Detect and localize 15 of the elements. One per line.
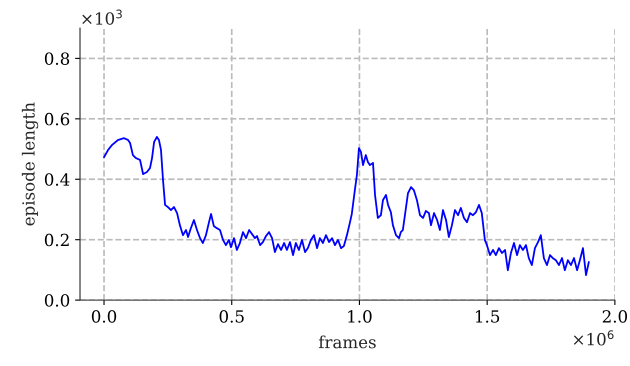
x-tick-label: 0.0 — [92, 310, 116, 323]
y-tick-label: 0.4 — [44, 173, 70, 186]
x-tick-label: 1.0 — [348, 310, 372, 323]
y-tick-label: 0.6 — [44, 112, 70, 126]
y-axis-title: episode length — [22, 102, 38, 226]
text: ×10$^{6}$ — [574, 330, 614, 346]
y-tick-label: 0.8 — [44, 52, 70, 65]
text: ×10$^{3}$ — [82, 10, 122, 25]
x-tick-label: 2.0 — [602, 310, 628, 323]
y-tick-label: 0.2 — [44, 234, 69, 246]
x-tick-label: 0.5 — [220, 310, 244, 323]
line-series — [103, 136, 590, 276]
y-tick-label: 0.0 — [44, 294, 70, 307]
x-axis-title: frames — [318, 335, 376, 348]
x-tick-label: 1.5 — [476, 310, 500, 323]
